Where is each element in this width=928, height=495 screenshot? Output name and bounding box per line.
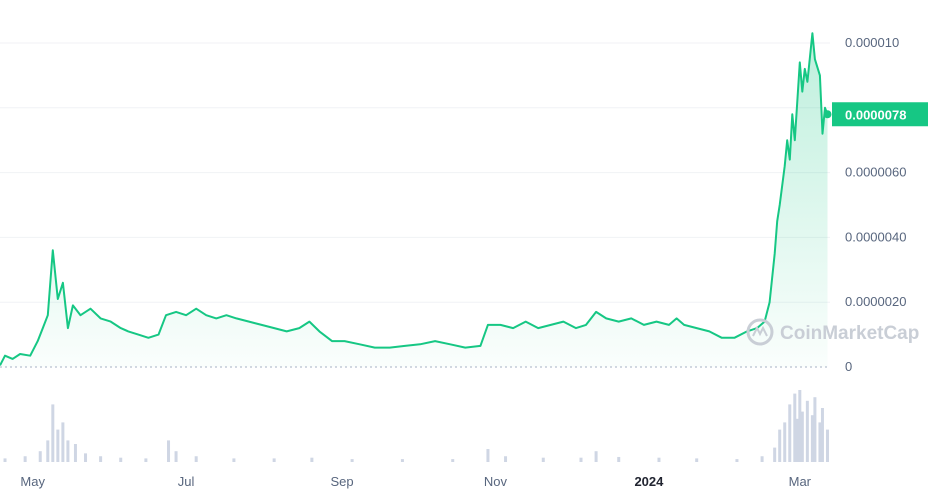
price-line [0, 32, 829, 366]
volume-bar [3, 458, 7, 462]
watermark-text: CoinMarketCap [780, 323, 919, 344]
volume-bar [84, 453, 88, 462]
volume-bar [194, 456, 198, 462]
volume-bar [798, 390, 802, 462]
volume-bar [38, 451, 42, 462]
volume-bar [51, 404, 55, 462]
watermark: CoinMarketCap [746, 318, 919, 346]
y-tick-label: 0.000010 [845, 35, 899, 50]
volume-bar [818, 422, 822, 462]
x-tick-label: Nov [484, 474, 508, 489]
volume-bar [773, 447, 777, 462]
current-price-marker [823, 110, 832, 119]
volume-bars [3, 390, 829, 462]
x-tick-label: Jul [178, 474, 195, 489]
volume-bar [66, 440, 70, 462]
price-area [0, 33, 828, 367]
volume-bar [541, 457, 545, 462]
y-tick-label: 0.0000060 [845, 165, 906, 180]
volume-bar [56, 429, 60, 462]
volume-bar [617, 456, 621, 462]
x-axis-labels: May Jul Sep Nov 2024 Mar [20, 474, 811, 489]
volume-bar [594, 451, 598, 462]
volume-bar [232, 458, 236, 462]
volume-bar [820, 408, 824, 462]
volume-bar [695, 458, 699, 462]
volume-bar [800, 411, 804, 462]
volume-bar [99, 456, 103, 462]
volume-bar [23, 456, 27, 462]
volume-bar [778, 429, 782, 462]
volume-bar [400, 459, 404, 462]
volume-bar [272, 458, 276, 462]
volume-bar [119, 457, 123, 462]
volume-bar [504, 456, 508, 462]
volume-bar [805, 400, 809, 462]
volume-bar [310, 457, 314, 462]
volume-bar [735, 459, 739, 462]
volume-bar [61, 422, 65, 462]
x-tick-label: Mar [789, 474, 812, 489]
volume-bar [451, 459, 455, 462]
volume-bar [813, 397, 817, 462]
x-tick-label: Sep [330, 474, 353, 489]
volume-bar [825, 429, 829, 462]
volume-bar [793, 393, 797, 462]
y-tick-label: 0 [845, 359, 852, 374]
volume-bar [788, 404, 792, 462]
y-tick-label: 0.0000020 [845, 294, 906, 309]
volume-bar [167, 440, 171, 462]
current-price-badge [832, 102, 928, 127]
volume-bar [810, 415, 814, 462]
current-price-label: 0.0000078 [845, 107, 906, 122]
coinmarketcap-logo-icon [746, 318, 774, 346]
volume-bar [783, 422, 787, 462]
x-tick-label: 2024 [634, 474, 664, 489]
y-tick-label: 0.0000040 [845, 229, 906, 244]
volume-bar [46, 440, 50, 462]
x-tick-label: May [20, 474, 45, 489]
volume-bar [350, 459, 354, 462]
volume-bar [486, 449, 490, 462]
volume-bar [760, 456, 764, 462]
grid-lines [0, 42, 830, 303]
y-axis-labels: 0 0.0000020 0.0000040 0.0000060 0.000010 [845, 35, 906, 374]
volume-bar [657, 457, 661, 462]
current-price-tag: 0.0000078 [823, 102, 928, 127]
volume-bar [144, 458, 148, 462]
volume-bar [174, 451, 178, 462]
volume-bar [795, 418, 799, 462]
volume-bar [579, 457, 583, 462]
volume-bar [73, 444, 77, 462]
